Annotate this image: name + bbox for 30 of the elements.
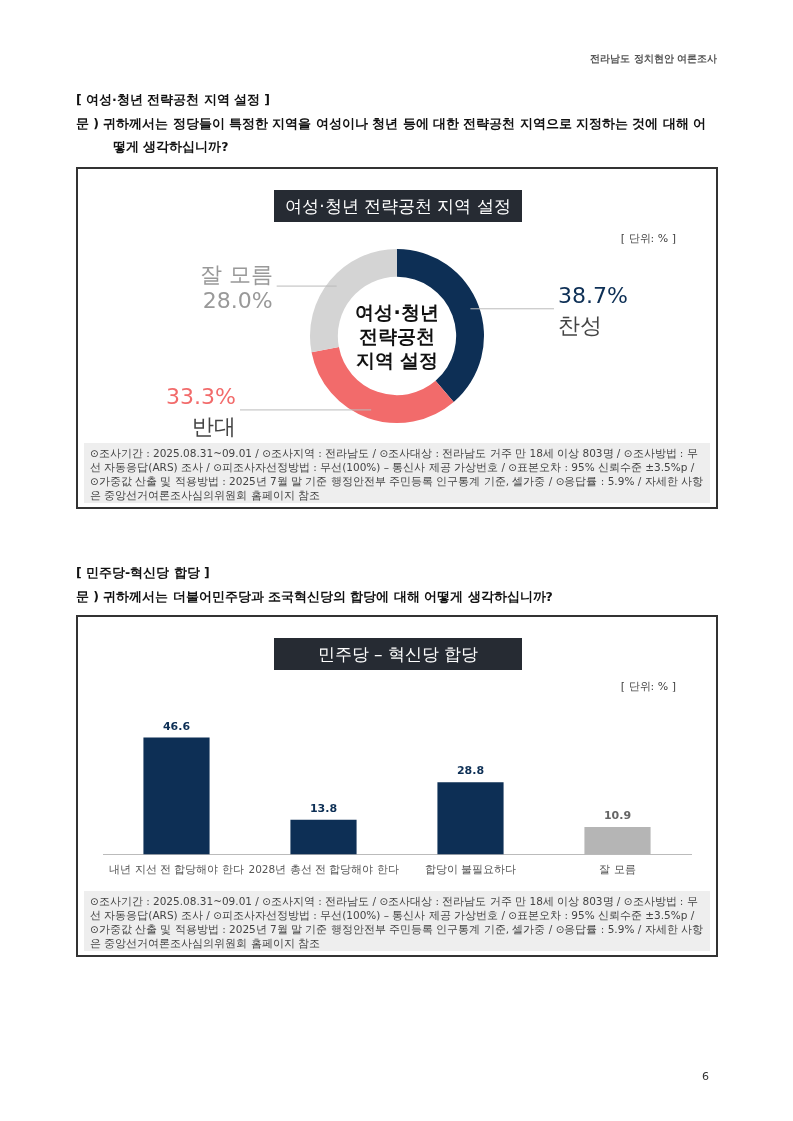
text: 문 ) 귀하께서는 더불어민주당과 조국혁신당의 합당에 대해 어떻게 생각하십니까? [76, 588, 554, 606]
x-tick-label: 잘 모름 [599, 863, 636, 876]
text: 6 [702, 1070, 709, 1083]
data-label: 33.3% [166, 383, 236, 409]
text: [ 단위: % ] [620, 679, 676, 694]
text: 여성·청년 전략공천 지역 설정 [355, 301, 439, 371]
text: ⊙조사기간 : 2025.08.31~09.01 / ⊙조사지역 : 전라남도 / ⊙조사대상 : 전라남도 거주 만 18세 이상 803명 / ⊙조사방법 : 무선 자동응답(ARS) 조사 / ⊙피조사자선정방법 : 무선(100%) – 통신사 제공 가상번호 / ⊙표본오차 : 95% 신뢰수준 ±3.5%p / ⊙가중값 산출 및 적용방법 : 2025년 7월 말 기준 행정안전부 주민등록 인구통계 기준, 셀가중 / ⊙응답률 : 5.9% / 자세한 사항은 중앙선거여론조사심의위원회 홈페이지 참조 [84, 891, 710, 951]
slice-label: 반대 [192, 413, 236, 439]
bar [437, 782, 504, 855]
text: [ 민주당-혁신당 합당 ] [76, 565, 210, 582]
slice-label: 잘 모름 [199, 262, 273, 288]
chart-title: 여성·청년 전략공천 지역 설정 [274, 190, 522, 222]
bar [143, 737, 210, 855]
data-label: 28.0% [202, 288, 273, 314]
text: 전라남도 정치현안 여론조사 [590, 52, 717, 66]
slice-label: 찬성 [558, 312, 602, 338]
text: [ 여성·청년 전략공천 지역 설정 ] [76, 92, 270, 109]
data-label: 28.8 [456, 764, 485, 778]
data-label: 13.8 [309, 801, 338, 815]
x-tick-label: 내년 지선 전 합당해야 한다 [109, 863, 244, 876]
chart-title: 민주당 – 혁신당 합당 [274, 638, 522, 670]
x-tick-label: 2028년 총선 전 합당해야 한다 [248, 863, 399, 876]
data-label: 10.9 [603, 809, 632, 823]
data-label: 46.6 [162, 719, 191, 733]
x-tick-label: 합당이 불필요하다 [424, 863, 517, 876]
text: ⊙조사기간 : 2025.08.31~09.01 / ⊙조사지역 : 전라남도 / ⊙조사대상 : 전라남도 거주 만 18세 이상 803명 / ⊙조사방법 : 무선 자동응답(ARS) 조사 / ⊙피조사자선정방법 : 무선(100%) – 통신사 제공 가상번호 / ⊙표본오차 : 95% 신뢰수준 ±3.5%p / ⊙가중값 산출 및 적용방법 : 2025년 7월 말 기준 행정안전부 주민등록 인구통계 기준, 셀가중 / ⊙응답률 : 5.9% / 자세한 사항은 중앙선거여론조사심의위원회 홈페이지 참조 [84, 443, 710, 503]
text: 문 ) 귀하께서는 정당들이 특정한 지역을 여성이나 청년 등에 대한 전략공천 지역으로 지정하는 것에 대해 어떻게 생각하십니까? [76, 115, 707, 156]
data-label: 38.7% [558, 282, 628, 308]
text: [ 단위: % ] [620, 231, 676, 246]
bar [290, 819, 357, 855]
